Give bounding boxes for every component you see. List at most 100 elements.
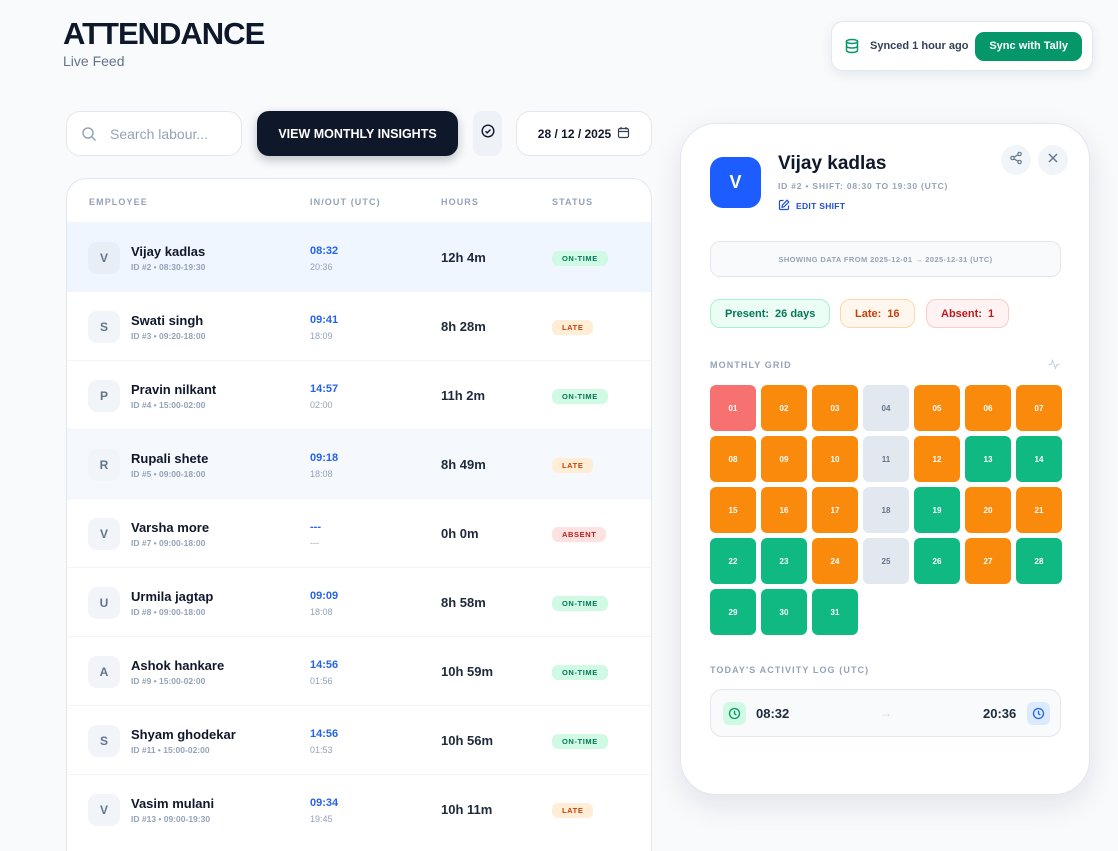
monthly-grid-label: MONTHLY GRID [710,360,792,370]
day-cell[interactable]: 27 [965,538,1011,584]
day-cell[interactable]: 26 [914,538,960,584]
day-cell[interactable]: 04 [863,385,909,431]
status-badge: LATE [552,803,594,818]
employee-name: Rupali shete [131,451,209,466]
in-time: 08:32 [310,245,339,257]
day-cell[interactable]: 25 [863,538,909,584]
in-time: 14:57 [310,383,339,395]
table-body: V Vijay kadlas ID #2 • 08:30-19:30 08:32 20:… [67,222,651,843]
day-cell[interactable]: 14 [1016,436,1062,482]
date-picker[interactable]: 28 / 12 / 2025 [516,111,652,156]
employee-meta: ID #11 • 15:00-02:00 [131,745,210,755]
table-row[interactable]: U Urmila jagtap ID #8 • 09:00-18:00 09:09 18… [67,567,651,636]
employee-meta: ID #4 • 15:00-02:00 [131,400,206,410]
day-cell[interactable]: 16 [761,487,807,533]
sync-card: Synced 1 hour ago Sync with Tally [831,21,1093,71]
day-cell[interactable]: 09 [761,436,807,482]
employee-name: Vijay kadlas [131,244,206,259]
in-time: 09:34 [310,797,339,809]
employee-avatar: V [88,242,120,274]
employee-avatar: U [88,587,120,619]
log-in-time: 08:32 [756,706,790,721]
in-time: --- [310,521,321,533]
employee-avatar: R [88,449,120,481]
attendance-table: EMPLOYEE IN/OUT (UTC) HOURS STATUS V Vija… [66,178,652,851]
status-badge: LATE [552,458,594,473]
late-value: 16 [887,307,900,320]
day-cell[interactable]: 05 [914,385,960,431]
hours-worked: 8h 49m [441,457,486,472]
view-monthly-insights-button[interactable]: VIEW MONTHLY INSIGHTS [257,111,458,156]
activity-log: 08:32 → 20:36 [710,689,1061,737]
day-cell[interactable]: 02 [761,385,807,431]
status-badge: ABSENT [552,527,607,542]
in-time: 14:56 [310,659,339,671]
day-cell[interactable]: 21 [1016,487,1062,533]
employee-meta: ID #13 • 09:00-19:30 [131,814,211,824]
employee-avatar: S [88,725,120,757]
table-row[interactable]: V Vasim mulani ID #13 • 09:00-19:30 09:34 19… [67,774,651,843]
day-cell[interactable]: 12 [914,436,960,482]
column-header-status: STATUS [552,197,594,207]
day-cell[interactable]: 23 [761,538,807,584]
hours-worked: 0h 0m [441,526,479,541]
employee-name: Pravin nilkant [131,382,217,397]
present-label: Present: [725,307,770,320]
hours-worked: 8h 28m [441,319,486,334]
day-cell[interactable]: 07 [1016,385,1062,431]
table-row[interactable]: R Rupali shete ID #5 • 09:00-18:00 09:18 18:… [67,429,651,498]
table-row[interactable]: V Varsha more ID #7 • 09:00-18:00 --- --- 0h … [67,498,651,567]
employee-meta: ID #5 • 09:00-18:00 [131,469,206,479]
sync-with-tally-button[interactable]: Sync with Tally [975,31,1082,61]
day-cell[interactable]: 29 [710,589,756,635]
search-icon [81,126,97,142]
out-time: --- [310,538,319,548]
day-cell[interactable]: 18 [863,487,909,533]
table-row[interactable]: S Swati singh ID #3 • 09:20-18:00 09:41 18:0… [67,291,651,360]
employee-avatar: P [88,380,120,412]
employee-name: Ashok hankare [131,658,225,673]
clock-in-icon [723,702,746,725]
employee-name: Vijay kadlas [778,153,887,174]
present-value: 26 days [775,307,816,320]
table-row[interactable]: V Vijay kadlas ID #2 • 08:30-19:30 08:32 20:… [67,222,651,291]
day-cell[interactable]: 10 [812,436,858,482]
day-cell[interactable]: 08 [710,436,756,482]
day-cell[interactable]: 24 [812,538,858,584]
day-cell[interactable]: 30 [761,589,807,635]
day-cell[interactable]: 06 [965,385,1011,431]
day-cell[interactable]: 20 [965,487,1011,533]
day-cell[interactable]: 01 [710,385,756,431]
approve-button[interactable] [473,111,502,156]
day-cell[interactable]: 28 [1016,538,1062,584]
employee-meta: ID #9 • 15:00-02:00 [131,676,206,686]
employee-avatar: V [710,157,761,208]
day-cell[interactable]: 31 [812,589,858,635]
hours-worked: 8h 58m [441,595,486,610]
arrow-right-icon: → [880,706,892,720]
share-button[interactable] [1001,145,1031,175]
day-cell[interactable]: 19 [914,487,960,533]
search-input[interactable] [110,125,230,142]
absent-count-badge: Absent: 1 [926,299,1010,328]
close-panel-button[interactable] [1038,145,1068,175]
out-time: 18:08 [310,469,333,479]
day-cell[interactable]: 13 [965,436,1011,482]
day-cell[interactable]: 11 [863,436,909,482]
day-cell[interactable]: 17 [812,487,858,533]
employee-name: Urmila jagtap [131,589,214,604]
hours-worked: 10h 59m [441,664,494,679]
day-cell[interactable]: 03 [812,385,858,431]
search-box[interactable] [66,111,242,156]
table-row[interactable]: A Ashok hankare ID #9 • 15:00-02:00 14:56 01… [67,636,651,705]
table-row[interactable]: P Pravin nilkant ID #4 • 15:00-02:00 14:57 0… [67,360,651,429]
date-range-info: SHOWING DATA FROM 2025-12-01 → 2025-12-3… [710,241,1061,277]
day-cell[interactable]: 22 [710,538,756,584]
edit-shift-button[interactable]: EDIT SHIFT [778,199,845,213]
employee-avatar: S [88,311,120,343]
activity-log-label: TODAY'S ACTIVITY LOG (UTC) [710,665,870,675]
table-row[interactable]: S Shyam ghodekar ID #11 • 15:00-02:00 14:56… [67,705,651,774]
day-cell[interactable]: 15 [710,487,756,533]
monthly-grid: 01 02 03 04 05 06 07 08 09 10 11 12 13 14 15 16 17 18 19 20… [710,385,1062,635]
